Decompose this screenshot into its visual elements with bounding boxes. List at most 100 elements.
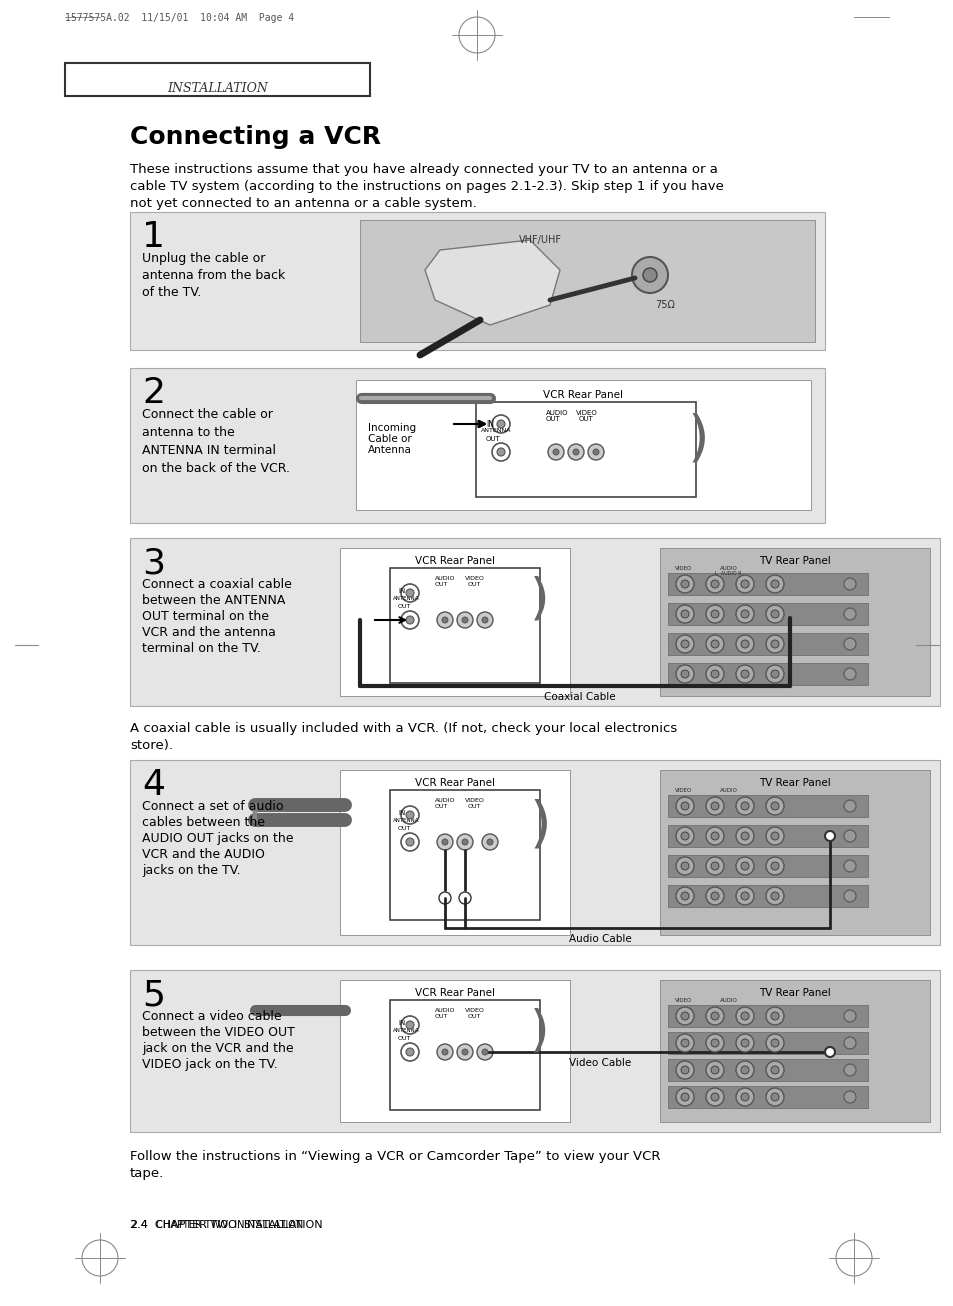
- Text: IN: IN: [485, 421, 494, 428]
- Text: Video Cable: Video Cable: [568, 1058, 631, 1068]
- Circle shape: [765, 1060, 783, 1079]
- Circle shape: [740, 610, 748, 618]
- Bar: [667, 633, 867, 656]
- Circle shape: [770, 1066, 779, 1074]
- Text: ): ): [687, 411, 709, 466]
- Circle shape: [765, 1034, 783, 1053]
- Circle shape: [705, 605, 723, 623]
- Circle shape: [710, 1012, 719, 1020]
- Circle shape: [497, 448, 504, 456]
- Text: TV Rear Panel: TV Rear Panel: [759, 778, 830, 788]
- Text: antenna from the back: antenna from the back: [142, 269, 285, 282]
- Circle shape: [740, 1040, 748, 1047]
- Circle shape: [824, 1047, 834, 1057]
- Circle shape: [740, 802, 748, 810]
- Text: OUT: OUT: [545, 417, 560, 422]
- Circle shape: [680, 832, 688, 840]
- Circle shape: [710, 610, 719, 618]
- Circle shape: [765, 887, 783, 905]
- Text: store).: store).: [130, 739, 172, 752]
- Circle shape: [593, 449, 598, 454]
- Text: OUT terminal on the: OUT terminal on the: [142, 610, 269, 623]
- Circle shape: [680, 1040, 688, 1047]
- Circle shape: [843, 801, 855, 812]
- Circle shape: [456, 613, 473, 628]
- Bar: [339, 771, 569, 935]
- Bar: [667, 603, 867, 626]
- Text: 75Ω: 75Ω: [655, 300, 674, 310]
- Circle shape: [461, 616, 468, 623]
- Text: OUT: OUT: [397, 603, 411, 609]
- Text: jack on the VCR and the: jack on the VCR and the: [142, 1042, 294, 1055]
- Bar: [390, 568, 539, 683]
- Circle shape: [710, 580, 719, 588]
- Bar: [339, 980, 569, 1122]
- Text: These instructions assume that you have already connected your TV to an antenna : These instructions assume that you have …: [130, 163, 717, 176]
- Circle shape: [400, 611, 418, 629]
- Circle shape: [843, 1037, 855, 1049]
- Text: AUDIO: AUDIO: [720, 565, 737, 571]
- Circle shape: [735, 1007, 753, 1025]
- Circle shape: [456, 835, 473, 850]
- Circle shape: [710, 1040, 719, 1047]
- Text: VIDEO: VIDEO: [464, 798, 484, 803]
- Circle shape: [705, 827, 723, 845]
- Text: VIDEO jack on the TV.: VIDEO jack on the TV.: [142, 1058, 277, 1071]
- Circle shape: [770, 610, 779, 618]
- Text: of the TV.: of the TV.: [142, 286, 201, 299]
- Bar: [667, 573, 867, 596]
- Text: OUT: OUT: [397, 1036, 411, 1041]
- Circle shape: [735, 1060, 753, 1079]
- Circle shape: [406, 838, 414, 846]
- Circle shape: [631, 257, 667, 293]
- Text: Antenna: Antenna: [368, 445, 412, 454]
- Text: not yet connected to an antenna or a cable system.: not yet connected to an antenna or a cab…: [130, 197, 476, 210]
- Text: between the VIDEO OUT: between the VIDEO OUT: [142, 1027, 294, 1040]
- Circle shape: [843, 831, 855, 842]
- Text: 2: 2: [142, 376, 165, 410]
- Circle shape: [770, 1093, 779, 1101]
- Text: L  AUDIO R: L AUDIO R: [714, 571, 740, 576]
- Circle shape: [400, 584, 418, 602]
- Circle shape: [705, 1060, 723, 1079]
- Circle shape: [843, 859, 855, 872]
- Bar: [667, 855, 867, 878]
- Bar: [130, 538, 939, 707]
- Circle shape: [710, 640, 719, 648]
- Text: AUDIO: AUDIO: [720, 788, 737, 793]
- Circle shape: [705, 857, 723, 875]
- Text: ANTENNA: ANTENNA: [393, 818, 419, 823]
- Bar: [339, 549, 569, 696]
- Circle shape: [735, 605, 753, 623]
- Circle shape: [770, 640, 779, 648]
- Circle shape: [705, 575, 723, 593]
- Text: VIDEO: VIDEO: [464, 576, 484, 581]
- Text: 2.4  CHAPTER TWO: INSTALLATION: 2.4 CHAPTER TWO: INSTALLATION: [130, 1220, 322, 1230]
- Text: VIDEO: VIDEO: [675, 565, 692, 571]
- Circle shape: [740, 1066, 748, 1074]
- Polygon shape: [424, 240, 559, 325]
- Circle shape: [676, 605, 693, 623]
- Circle shape: [765, 827, 783, 845]
- Text: INSTALLATION: INSTALLATION: [168, 81, 268, 94]
- Circle shape: [705, 887, 723, 905]
- Text: CHAPTER TWO: INSTALLATION: CHAPTER TWO: INSTALLATION: [152, 1220, 303, 1230]
- Circle shape: [705, 797, 723, 815]
- Circle shape: [436, 835, 453, 850]
- Bar: [659, 771, 929, 935]
- Text: VCR Rear Panel: VCR Rear Panel: [415, 556, 495, 565]
- Circle shape: [735, 827, 753, 845]
- Circle shape: [843, 889, 855, 902]
- Circle shape: [710, 670, 719, 678]
- Circle shape: [400, 806, 418, 824]
- Text: VCR Rear Panel: VCR Rear Panel: [415, 989, 495, 998]
- Circle shape: [740, 1093, 748, 1101]
- Circle shape: [458, 892, 471, 904]
- Circle shape: [676, 1060, 693, 1079]
- Circle shape: [481, 616, 488, 623]
- Circle shape: [486, 838, 493, 845]
- Text: IN: IN: [397, 1020, 405, 1027]
- Circle shape: [676, 1034, 693, 1053]
- Circle shape: [765, 575, 783, 593]
- Bar: [130, 368, 824, 522]
